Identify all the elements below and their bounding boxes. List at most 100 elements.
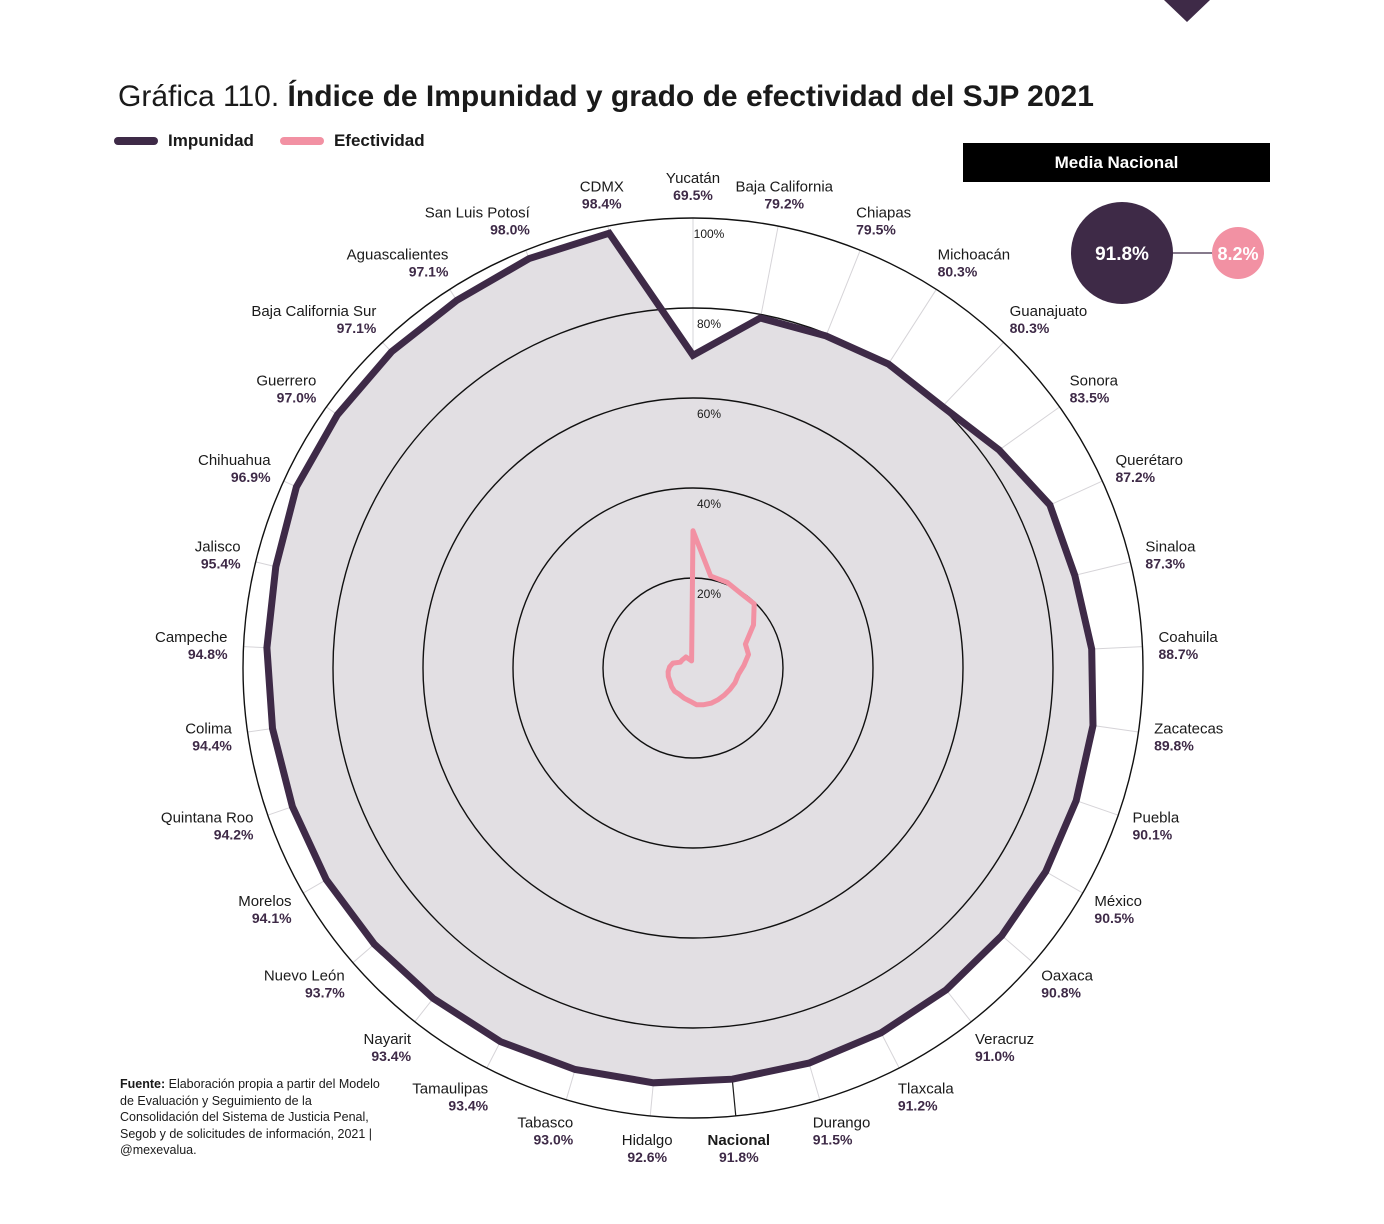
category-value: 89.8%	[1154, 738, 1194, 754]
radial-tick-labels: 20% 40% 60% 80% 100%	[694, 227, 725, 601]
category-value: 90.8%	[1041, 985, 1081, 1001]
chart-title: Gráfica 110. Índice de Impunidad y grado…	[118, 80, 1094, 114]
category-name: Jalisco	[195, 538, 241, 555]
legend-swatch-efectividad	[279, 137, 324, 145]
category-name: Oaxaca	[1041, 968, 1093, 985]
category-name: Michoacán	[938, 247, 1011, 264]
category-name: Baja California	[735, 179, 833, 196]
category-name: México	[1094, 893, 1142, 910]
category-name: Nacional	[708, 1132, 771, 1149]
category-name: Veracruz	[975, 1031, 1034, 1048]
source-label: Fuente:	[120, 1077, 166, 1091]
category-value: 93.0%	[534, 1131, 574, 1147]
category-value: 94.1%	[252, 910, 292, 926]
category-value: 95.4%	[201, 555, 241, 571]
category-name: Sinaloa	[1145, 538, 1196, 555]
category-value: 96.9%	[231, 469, 271, 485]
media-impunidad-value: 91.8%	[1095, 244, 1149, 265]
category-name: Tlaxcala	[898, 1080, 955, 1097]
category-name: Campeche	[155, 629, 228, 646]
legend-label-efectividad: Efectividad	[333, 131, 425, 150]
category-value: 97.1%	[337, 320, 377, 336]
category-value: 87.3%	[1145, 555, 1185, 571]
category-name: Guerrero	[256, 372, 316, 389]
category-value: 83.5%	[1070, 389, 1110, 405]
category-value: 94.2%	[214, 827, 254, 843]
category-value: 91.5%	[813, 1131, 853, 1147]
impunidad-line	[263, 229, 1097, 1087]
category-value: 90.5%	[1094, 910, 1134, 926]
legend-item-efectividad: Efectividad	[279, 131, 425, 151]
category-name: Yucatán	[666, 170, 720, 187]
category-value: 80.3%	[1010, 320, 1050, 336]
category-value: 93.4%	[371, 1048, 411, 1064]
legend: Impunidad Efectividad	[114, 131, 451, 151]
category-name: Chihuahua	[198, 452, 271, 469]
source-note: Fuente: Elaboración propia a partir del …	[120, 1076, 380, 1159]
category-value: 91.0%	[975, 1048, 1015, 1064]
ring-60	[422, 397, 964, 939]
tick-label-100: 100%	[694, 227, 725, 241]
ring-80	[332, 307, 1054, 1029]
impunidad-series	[263, 229, 1097, 1087]
category-name: Baja California Sur	[251, 303, 376, 320]
tick-label-20: 20%	[697, 587, 721, 601]
category-value: 97.0%	[277, 389, 317, 405]
category-value: 94.4%	[192, 738, 232, 754]
category-value: 79.5%	[856, 222, 896, 238]
corner-diamond-icon	[1164, 0, 1210, 22]
category-name: Hidalgo	[622, 1132, 673, 1149]
category-value: 97.1%	[409, 264, 449, 280]
category-value: 69.5%	[673, 187, 713, 203]
category-name: Tamaulipas	[412, 1080, 488, 1097]
media-impunidad-bubble	[1071, 202, 1173, 304]
category-name: Nuevo León	[264, 968, 345, 985]
category-name: Zacatecas	[1154, 721, 1223, 738]
category-value: 87.2%	[1115, 469, 1155, 485]
category-value: 91.2%	[898, 1097, 938, 1113]
category-value: 98.4%	[582, 196, 622, 212]
category-name: Chiapas	[856, 205, 911, 222]
radial-rings	[242, 217, 1144, 1119]
category-name: Tabasco	[517, 1114, 573, 1131]
category-value: 93.7%	[305, 985, 345, 1001]
legend-item-impunidad: Impunidad	[114, 131, 254, 151]
impunidad-fill	[266, 233, 1093, 1083]
media-nacional-bubbles: 91.8% 8.2%	[1071, 202, 1264, 304]
category-name: Coahuila	[1158, 629, 1218, 646]
chart-title-prefix: Gráfica 110.	[118, 80, 280, 113]
tick-label-80: 80%	[697, 317, 721, 331]
category-value: 91.8%	[719, 1149, 759, 1165]
media-nacional-label: Media Nacional	[1054, 152, 1179, 172]
category-name: Guanajuato	[1010, 303, 1088, 320]
media-nacional-header: Media Nacional	[963, 143, 1270, 182]
legend-swatch-impunidad	[114, 137, 158, 145]
category-name: Durango	[813, 1114, 871, 1131]
